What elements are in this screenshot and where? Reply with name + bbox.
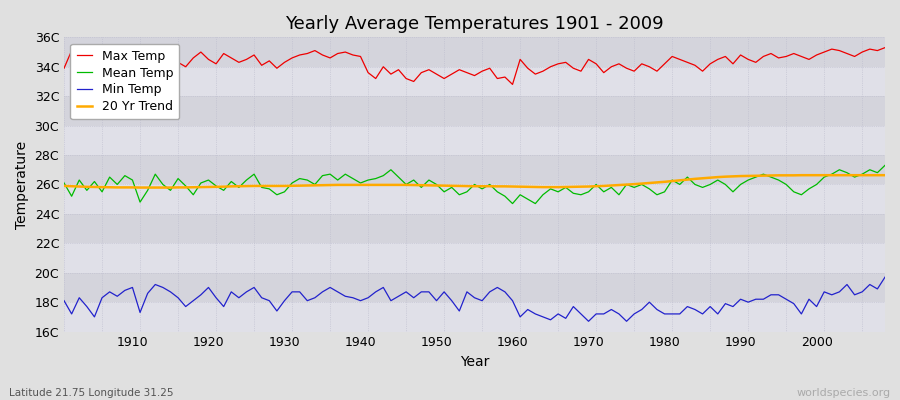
Mean Temp bbox=[879, 163, 890, 168]
Bar bbox=[64, 155, 885, 184]
Max Temp bbox=[340, 50, 351, 54]
Text: worldspecies.org: worldspecies.org bbox=[796, 388, 891, 398]
Legend: Max Temp, Mean Temp, Min Temp, 20 Yr Trend: Max Temp, Mean Temp, Min Temp, 20 Yr Tre… bbox=[70, 44, 179, 119]
20 Yr Trend bbox=[515, 184, 526, 189]
Bar bbox=[64, 243, 885, 273]
Bar bbox=[64, 184, 885, 214]
Max Temp bbox=[515, 57, 526, 62]
Mean Temp bbox=[58, 180, 69, 185]
Mean Temp bbox=[332, 178, 343, 182]
Max Temp bbox=[58, 66, 69, 71]
Max Temp bbox=[294, 52, 305, 57]
20 Yr Trend bbox=[58, 184, 69, 188]
20 Yr Trend bbox=[879, 173, 890, 178]
X-axis label: Year: Year bbox=[460, 355, 490, 369]
Line: 20 Yr Trend: 20 Yr Trend bbox=[64, 175, 885, 188]
Min Temp bbox=[583, 319, 594, 324]
Line: Max Temp: Max Temp bbox=[64, 48, 885, 84]
Max Temp bbox=[614, 62, 625, 66]
20 Yr Trend bbox=[507, 184, 517, 189]
Y-axis label: Temperature: Temperature bbox=[15, 140, 29, 228]
20 Yr Trend bbox=[606, 183, 616, 188]
20 Yr Trend bbox=[120, 185, 130, 190]
Mean Temp bbox=[287, 180, 298, 185]
Mean Temp bbox=[500, 194, 510, 199]
20 Yr Trend bbox=[796, 173, 806, 178]
Min Temp bbox=[287, 290, 298, 294]
Mean Temp bbox=[515, 192, 526, 197]
Bar bbox=[64, 302, 885, 332]
Min Temp bbox=[500, 290, 510, 294]
Mean Temp bbox=[120, 173, 130, 178]
20 Yr Trend bbox=[340, 182, 351, 187]
Max Temp bbox=[127, 50, 138, 54]
Line: Min Temp: Min Temp bbox=[64, 277, 885, 321]
Bar bbox=[64, 37, 885, 67]
Min Temp bbox=[120, 288, 130, 293]
Min Temp bbox=[879, 275, 890, 280]
Max Temp bbox=[879, 45, 890, 50]
Min Temp bbox=[58, 298, 69, 303]
20 Yr Trend bbox=[135, 185, 146, 190]
Min Temp bbox=[332, 290, 343, 294]
Bar bbox=[64, 214, 885, 243]
Bar bbox=[64, 273, 885, 302]
Min Temp bbox=[507, 298, 517, 303]
Title: Yearly Average Temperatures 1901 - 2009: Yearly Average Temperatures 1901 - 2009 bbox=[285, 15, 664, 33]
20 Yr Trend bbox=[294, 183, 305, 188]
Bar bbox=[64, 67, 885, 96]
Max Temp bbox=[89, 45, 100, 50]
Min Temp bbox=[606, 307, 616, 312]
Mean Temp bbox=[606, 185, 616, 190]
Max Temp bbox=[522, 66, 533, 71]
Max Temp bbox=[507, 82, 517, 87]
Line: Mean Temp: Mean Temp bbox=[64, 165, 885, 204]
Mean Temp bbox=[507, 201, 517, 206]
Text: Latitude 21.75 Longitude 31.25: Latitude 21.75 Longitude 31.25 bbox=[9, 388, 174, 398]
Bar bbox=[64, 96, 885, 126]
Bar bbox=[64, 126, 885, 155]
